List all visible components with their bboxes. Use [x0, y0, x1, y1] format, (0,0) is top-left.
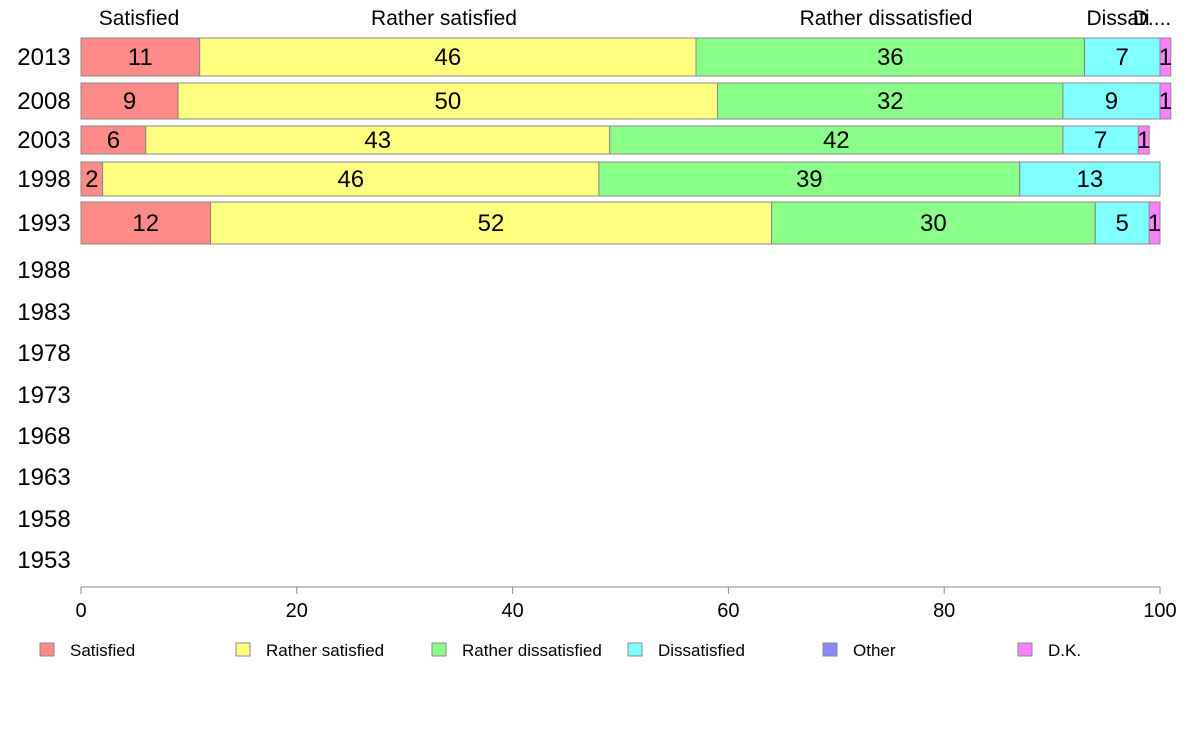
data-label: 46 [435, 44, 462, 71]
bar-segment [1159, 37, 1172, 77]
data-label: 52 [478, 210, 505, 237]
data-label: 39 [796, 166, 823, 193]
bar-segment [80, 82, 179, 120]
legend-item: Rather satisfied [235, 641, 384, 660]
legend-swatch [39, 642, 55, 657]
data-label: 42 [823, 127, 850, 154]
top-category-label: D.... [1133, 7, 1172, 30]
y-tick-label: 1953 [17, 547, 70, 574]
data-label: 1 [1148, 210, 1161, 237]
top-category-labels: Satisfied Rather satisfied Rather dissatis… [99, 7, 1172, 30]
legend-item: Satisfied [39, 641, 135, 660]
bar-segment [1159, 82, 1172, 120]
x-tick-label: 0 [75, 600, 86, 622]
x-axis: 0 20 40 60 80 100 [75, 586, 1177, 622]
bar-segment [177, 82, 719, 120]
data-label: 46 [337, 166, 364, 193]
bar-segment [210, 201, 773, 245]
bar-segment [771, 201, 1096, 245]
y-tick-label: 1998 [17, 166, 70, 193]
legend-item: Dissatisfied [627, 641, 745, 660]
legend-label: Dissatisfied [658, 641, 745, 660]
y-tick-label: 1983 [17, 299, 70, 326]
data-label: 43 [364, 127, 391, 154]
bar-segment [1062, 82, 1161, 120]
y-tick-label: 1958 [17, 506, 70, 533]
data-label: 1 [1159, 44, 1172, 71]
legend-item: D.K. [1017, 641, 1081, 660]
data-label: 5 [1116, 210, 1129, 237]
y-tick-label: 2013 [17, 44, 70, 71]
data-label: 1 [1159, 88, 1172, 115]
x-tick-label: 60 [717, 600, 739, 622]
y-tick-label: 1973 [17, 382, 70, 409]
y-tick-label: 1993 [17, 210, 70, 237]
bar-segment [80, 125, 147, 155]
bar-segment [199, 37, 697, 77]
x-tick-label: 20 [286, 600, 308, 622]
y-tick-label: 1988 [17, 257, 70, 284]
y-tick-label: 2003 [17, 127, 70, 154]
x-tick-label: 100 [1143, 600, 1176, 622]
data-label: 11 [128, 44, 153, 71]
legend-swatch [235, 642, 251, 657]
data-label: 50 [435, 88, 462, 115]
legend-label: D.K. [1048, 641, 1081, 660]
y-axis-labels: 2013 2008 2003 1998 1993 1988 1983 1978 1973 1968… [17, 44, 70, 574]
bar-segment [609, 125, 1064, 155]
bar-segment [1019, 161, 1161, 197]
legend-label: Rather dissatisfied [462, 641, 602, 660]
bar-segment [80, 201, 211, 245]
data-label: 7 [1094, 127, 1107, 154]
top-category-label: Satisfied [99, 7, 180, 30]
data-label: 1 [1137, 127, 1150, 154]
legend-item: Other [822, 641, 896, 660]
y-tick-label: 1978 [17, 340, 70, 367]
legend: Satisfied Rather satisfied Rather dissatis… [39, 641, 1081, 660]
legend-item: Rather dissatisfied [431, 641, 602, 660]
bar-segment [598, 161, 1021, 197]
bar-segment [102, 161, 600, 197]
top-category-label: Rather dissatisfied [800, 7, 973, 30]
legend-swatch [431, 642, 447, 657]
data-label: 30 [920, 210, 947, 237]
y-tick-label: 1963 [17, 464, 70, 491]
legend-swatch [1017, 642, 1033, 657]
legend-label: Satisfied [70, 641, 135, 660]
top-category-label: Rather satisfied [371, 7, 517, 30]
top-category-label: Dissati [1086, 7, 1149, 30]
data-label: 32 [877, 88, 904, 115]
bar-segment [717, 82, 1064, 120]
x-tick-label: 80 [933, 600, 955, 622]
legend-label: Other [853, 641, 896, 660]
data-label: 6 [107, 127, 120, 154]
data-label: 2 [85, 166, 98, 193]
data-label: 9 [1105, 88, 1118, 115]
legend-swatch [822, 642, 838, 657]
x-tick-label: 40 [501, 600, 523, 622]
y-tick-label: 2008 [17, 88, 70, 115]
y-tick-label: 1968 [17, 423, 70, 450]
bar-segment [1148, 201, 1161, 245]
data-label: 13 [1077, 166, 1104, 193]
legend-label: Rather satisfied [266, 641, 384, 660]
bar-segment [1137, 125, 1150, 155]
data-label: 12 [132, 210, 159, 237]
data-label: 36 [877, 44, 904, 71]
legend-swatch [627, 642, 643, 657]
data-label: 9 [123, 88, 136, 115]
bar-segment [1094, 201, 1150, 245]
data-label: 7 [1116, 44, 1129, 71]
